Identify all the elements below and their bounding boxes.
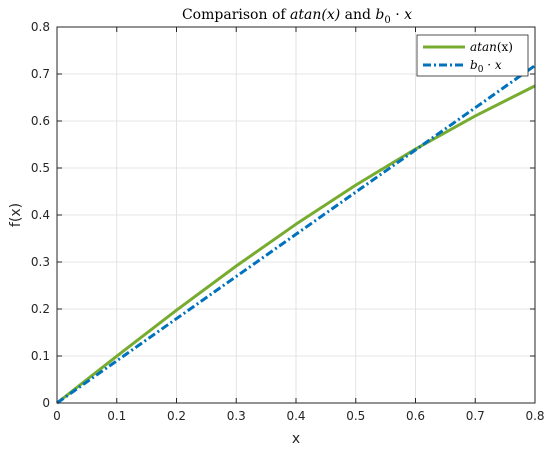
x-tick-label: 0.7 <box>466 409 485 423</box>
y-tick-label: 0.8 <box>31 20 50 34</box>
x-tick-label: 0.1 <box>107 409 126 423</box>
y-tick-label: 0.7 <box>31 67 50 81</box>
y-tick-labels: 0 0.1 0.2 0.3 0.4 0.5 0.6 0.7 0.8 <box>31 20 50 410</box>
legend-box <box>416 34 529 77</box>
y-tick-label: 0.5 <box>31 161 50 175</box>
x-axis-label: x <box>292 431 300 447</box>
y-tick-label: 0.2 <box>31 302 50 316</box>
y-tick-label: 0.4 <box>31 208 50 222</box>
series-line-1 <box>56 64 536 405</box>
y-axis-label: f(x) <box>8 203 24 227</box>
y-tick-label: 0.6 <box>31 114 50 128</box>
chart-title: Comparison of atan(x) and b0 · x <box>182 7 412 26</box>
x-tick-label: 0.6 <box>406 409 425 423</box>
series-layer <box>56 64 536 405</box>
x-tick-label: 0.3 <box>227 409 246 423</box>
x-tick-label: 0.5 <box>346 409 365 423</box>
tick-marks <box>56 26 536 404</box>
x-tick-labels: 0 0.1 0.2 0.3 0.4 0.5 0.6 0.7 0.8 <box>53 409 544 423</box>
x-tick-label: 0 <box>53 409 61 423</box>
legend: atan(x) b0 · x <box>416 34 529 77</box>
legend-label-linear: b0 · x <box>470 58 502 75</box>
x-tick-label: 0.2 <box>167 409 186 423</box>
y-tick-label: 0.3 <box>31 255 50 269</box>
y-tick-label: 0 <box>42 396 50 410</box>
y-tick-label: 0.1 <box>31 349 50 363</box>
x-tick-label: 0.8 <box>525 409 544 423</box>
legend-label-atan: atan(x) <box>470 40 513 54</box>
x-tick-label: 0.4 <box>286 409 305 423</box>
series-line-0 <box>56 84 536 405</box>
